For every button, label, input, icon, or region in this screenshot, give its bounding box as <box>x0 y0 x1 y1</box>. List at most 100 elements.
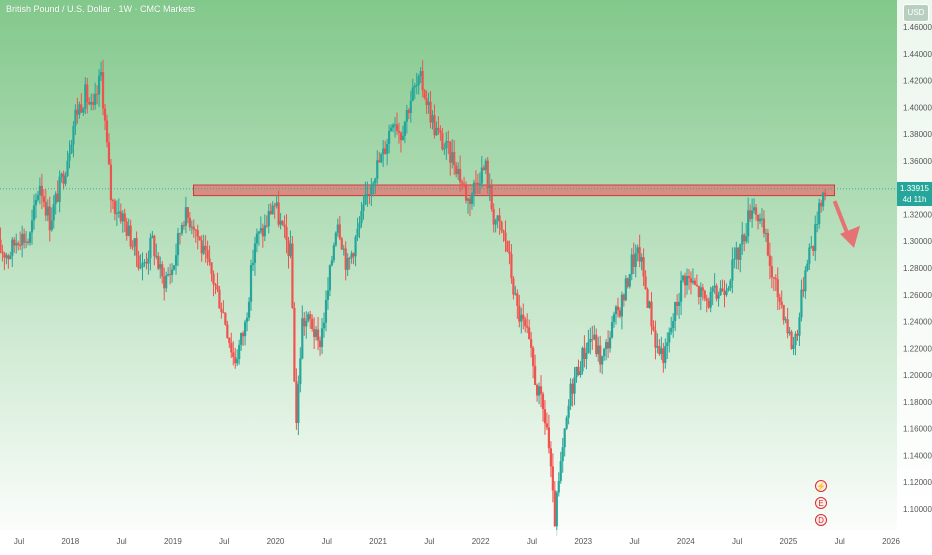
candle-body[interactable] <box>362 204 365 211</box>
candle-body[interactable] <box>691 280 695 283</box>
candle-body[interactable] <box>5 255 8 258</box>
candle-body[interactable] <box>774 277 777 280</box>
candle-body[interactable] <box>163 276 166 289</box>
candle-body[interactable] <box>313 328 316 337</box>
candle-body[interactable] <box>141 263 144 268</box>
candle-body[interactable] <box>603 348 606 357</box>
candle-body[interactable] <box>303 318 306 327</box>
candle-body[interactable] <box>212 273 215 285</box>
candle-body[interactable] <box>474 182 478 184</box>
candle-body[interactable] <box>464 185 468 201</box>
candle-body[interactable] <box>413 85 416 88</box>
candle-body[interactable] <box>94 93 97 105</box>
candle-body[interactable] <box>316 329 320 341</box>
candle-body[interactable] <box>591 338 594 340</box>
candle-body[interactable] <box>182 225 186 227</box>
candle-body[interactable] <box>97 75 101 95</box>
candle-body[interactable] <box>340 238 343 250</box>
candle-body[interactable] <box>267 210 270 227</box>
candle-body[interactable] <box>561 447 564 462</box>
resistance-zone[interactable] <box>192 184 835 197</box>
candle-body[interactable] <box>255 233 259 244</box>
candle-body[interactable] <box>167 274 170 276</box>
candle-body[interactable] <box>206 250 209 259</box>
candle-body[interactable] <box>405 109 408 122</box>
candle-body[interactable] <box>311 318 314 329</box>
candle-body[interactable] <box>429 101 432 123</box>
candle-body[interactable] <box>240 333 243 345</box>
candle-body[interactable] <box>318 340 322 348</box>
candle-body[interactable] <box>618 310 622 317</box>
candle-body[interactable] <box>549 448 552 467</box>
candle-body[interactable] <box>500 221 503 231</box>
candle-body[interactable] <box>384 148 387 154</box>
candle-body[interactable] <box>90 101 93 105</box>
candle-body[interactable] <box>273 205 276 207</box>
candle-body[interactable] <box>192 226 195 230</box>
candle-body[interactable] <box>577 366 580 375</box>
candle-body[interactable] <box>99 72 103 76</box>
candle-body[interactable] <box>121 213 124 222</box>
candle-body[interactable] <box>620 294 624 317</box>
candle-body[interactable] <box>23 233 26 243</box>
candle-body[interactable] <box>28 232 32 243</box>
candle-body[interactable] <box>427 101 430 106</box>
candle-body[interactable] <box>776 279 779 298</box>
candle-body[interactable] <box>159 264 162 269</box>
candle-body[interactable] <box>15 243 18 246</box>
candle-body[interactable] <box>178 233 182 235</box>
candle-body[interactable] <box>196 230 199 237</box>
candle-body[interactable] <box>462 183 466 186</box>
candle-body[interactable] <box>344 248 347 270</box>
candle-body[interactable] <box>32 205 36 221</box>
candle-body[interactable] <box>58 176 61 202</box>
candle-body[interactable] <box>202 245 205 254</box>
candle-body[interactable] <box>433 115 436 136</box>
candle-body[interactable] <box>389 127 393 131</box>
candle-body[interactable] <box>188 217 191 228</box>
candle-body[interactable] <box>650 301 653 327</box>
candle-body[interactable] <box>372 183 375 187</box>
candle-body[interactable] <box>56 193 59 202</box>
candle-body[interactable] <box>80 104 83 113</box>
candle-body[interactable] <box>812 246 815 251</box>
candle-body[interactable] <box>380 154 383 163</box>
candle-body[interactable] <box>382 148 385 155</box>
candle-body[interactable] <box>417 75 420 86</box>
candle-body[interactable] <box>439 130 442 134</box>
candle-body[interactable] <box>508 251 511 254</box>
candle-body[interactable] <box>301 318 304 359</box>
candle-body[interactable] <box>782 304 785 321</box>
candle-body[interactable] <box>658 346 661 355</box>
candle-body[interactable] <box>490 185 493 210</box>
candle-body[interactable] <box>468 198 472 204</box>
candle-body[interactable] <box>496 215 499 221</box>
candle-body[interactable] <box>780 301 783 305</box>
candle-body[interactable] <box>770 266 773 278</box>
candle-body[interactable] <box>74 109 77 126</box>
candle-body[interactable] <box>749 210 752 219</box>
candle-body[interactable] <box>180 225 184 234</box>
candle-body[interactable] <box>52 204 55 221</box>
candle-body[interactable] <box>309 314 312 319</box>
candle-body[interactable] <box>224 312 227 325</box>
candle-body[interactable] <box>346 257 349 270</box>
candle-body[interactable] <box>502 230 505 233</box>
candle-body[interactable] <box>642 257 645 277</box>
candle-body[interactable] <box>794 333 797 346</box>
candle-body[interactable] <box>719 288 722 296</box>
candle-body[interactable] <box>822 192 825 207</box>
candle-body[interactable] <box>557 480 560 493</box>
candle-body[interactable] <box>800 289 803 318</box>
candle-body[interactable] <box>222 312 225 314</box>
candle-body[interactable] <box>161 264 164 277</box>
candle-body[interactable] <box>727 288 730 291</box>
candle-body[interactable] <box>409 100 412 114</box>
price-axis[interactable] <box>897 0 932 550</box>
candle-body[interactable] <box>242 333 245 337</box>
candle-body[interactable] <box>559 461 562 481</box>
candle-body[interactable] <box>571 383 574 394</box>
candle-body[interactable] <box>683 275 687 286</box>
candle-body[interactable] <box>336 224 339 233</box>
candle-body[interactable] <box>82 108 85 113</box>
